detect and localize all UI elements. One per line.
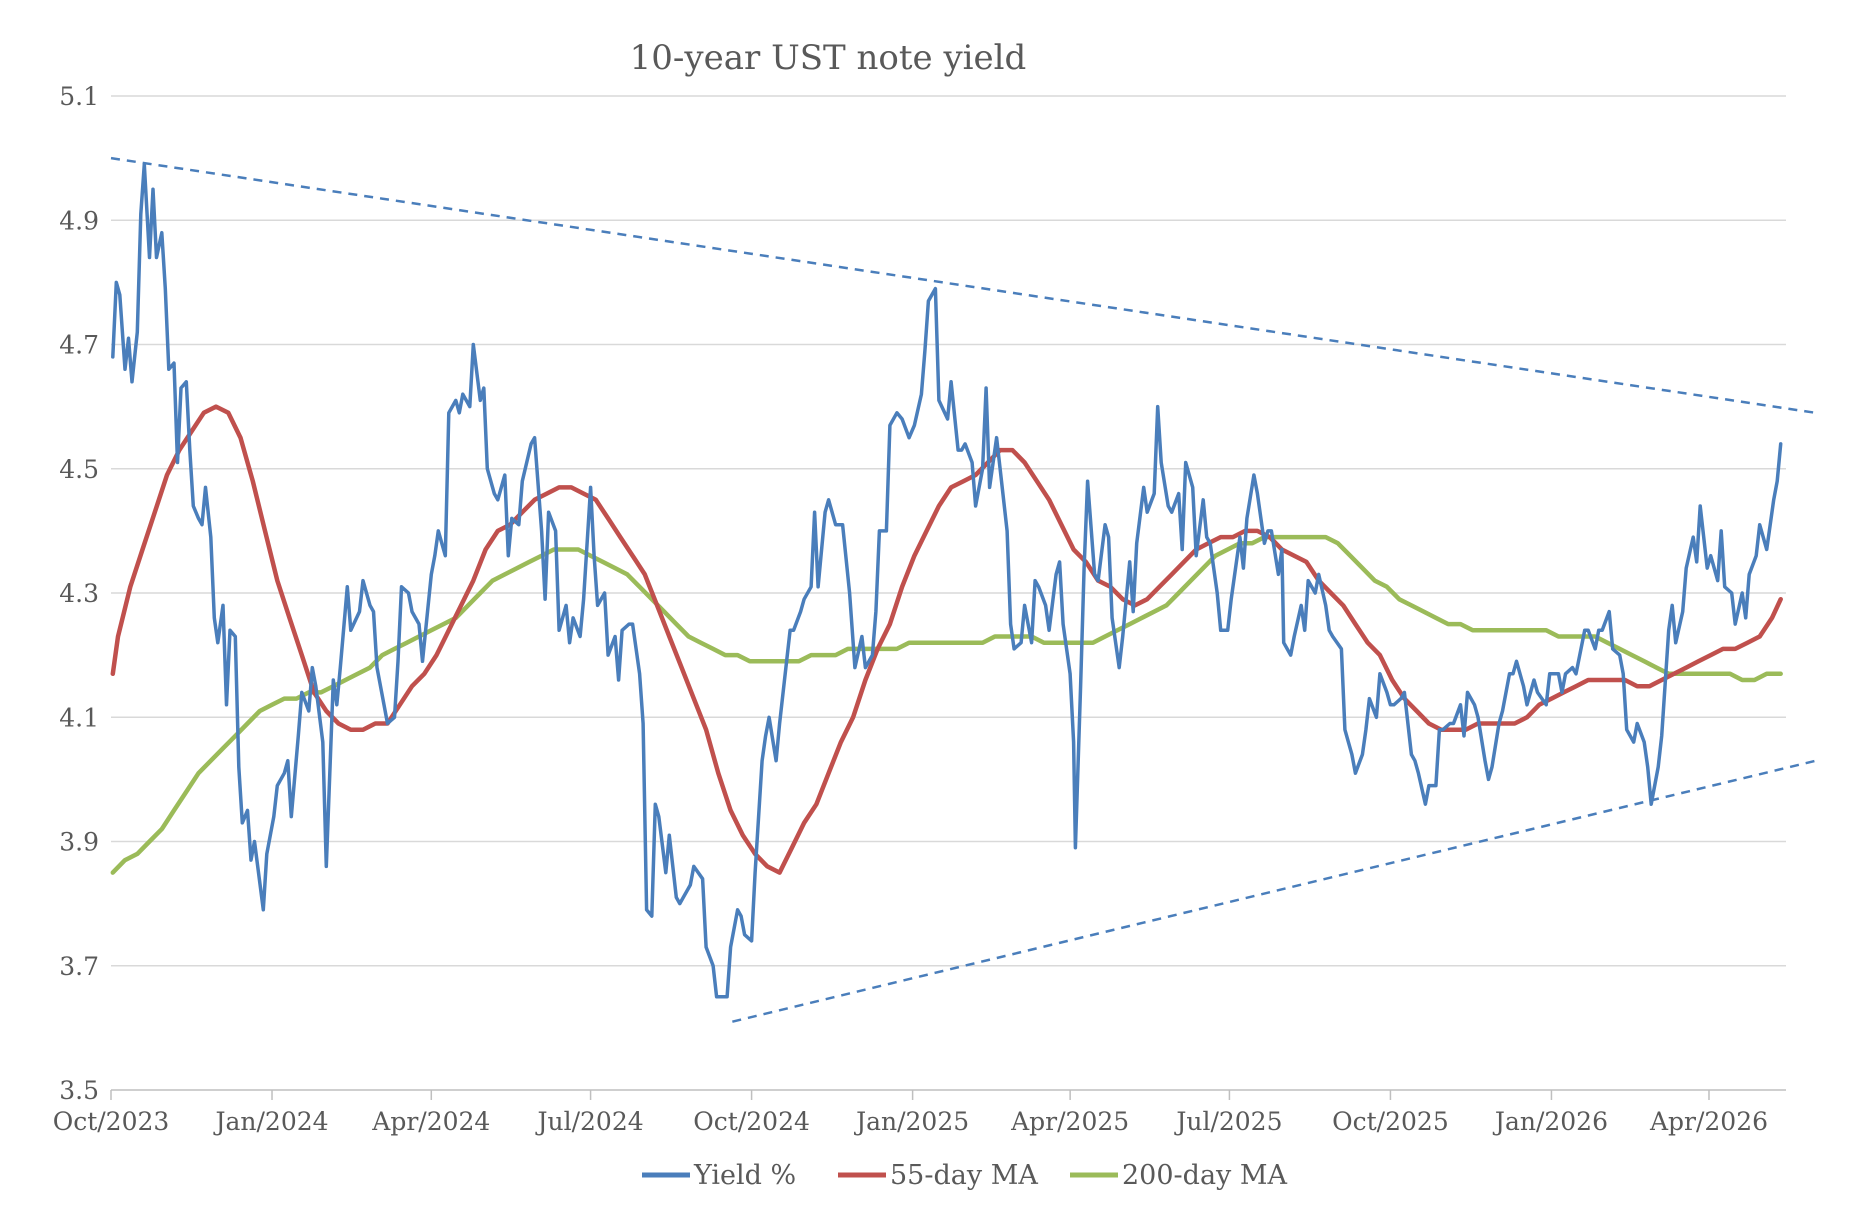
x-tick-label: Oct/2025	[1332, 1107, 1449, 1136]
series-line-200-day-ma	[110, 534, 1783, 875]
y-axis-tick-labels: 3.5 3.7 3.9 4.1 4.3 4.5 4.7 4.9 5.1	[59, 82, 99, 1105]
series-line-yield	[111, 162, 1783, 999]
series-lines	[110, 162, 1783, 999]
y-tick-label: 4.3	[59, 579, 99, 608]
x-tick-label: Jul/2024	[534, 1107, 643, 1136]
y-tick-label: 4.5	[59, 455, 99, 484]
x-tick-label: Jan/2025	[853, 1107, 969, 1136]
trendline	[732, 759, 1817, 1023]
legend-label: 55-day MA	[890, 1160, 1038, 1191]
legend-label: Yield %	[693, 1160, 796, 1191]
x-tick-label: Apr/2026	[1649, 1107, 1768, 1136]
y-tick-label: 3.9	[59, 828, 99, 857]
x-tick-label: Apr/2024	[371, 1107, 490, 1136]
chart-title: 10-year UST note yield	[630, 38, 1027, 78]
series-line-55-day-ma	[110, 404, 1783, 875]
legend: Yield % 55-day MA 200-day MA	[642, 1160, 1288, 1191]
y-tick-label: 4.7	[59, 331, 99, 360]
x-tick-label: Oct/2023	[53, 1107, 170, 1136]
x-tick-label: Jan/2026	[1492, 1107, 1608, 1136]
x-tick-label: Jul/2025	[1173, 1107, 1282, 1136]
y-tick-label: 3.5	[59, 1076, 99, 1105]
trendline	[110, 156, 1816, 415]
x-tick-label: Oct/2024	[693, 1107, 810, 1136]
legend-label: 200-day MA	[1122, 1160, 1288, 1191]
x-axis-tick-labels: Oct/2023 Jan/2024 Apr/2024 Jul/2024 Oct/2024…	[53, 1090, 1768, 1136]
y-tick-label: 4.1	[59, 703, 99, 732]
y-tick-label: 4.9	[59, 206, 99, 235]
y-tick-label: 3.7	[59, 952, 99, 981]
x-tick-label: Apr/2025	[1010, 1107, 1129, 1136]
y-tick-label: 5.1	[59, 82, 99, 111]
x-tick-label: Jan/2024	[212, 1107, 328, 1136]
trendlines	[110, 156, 1817, 1023]
